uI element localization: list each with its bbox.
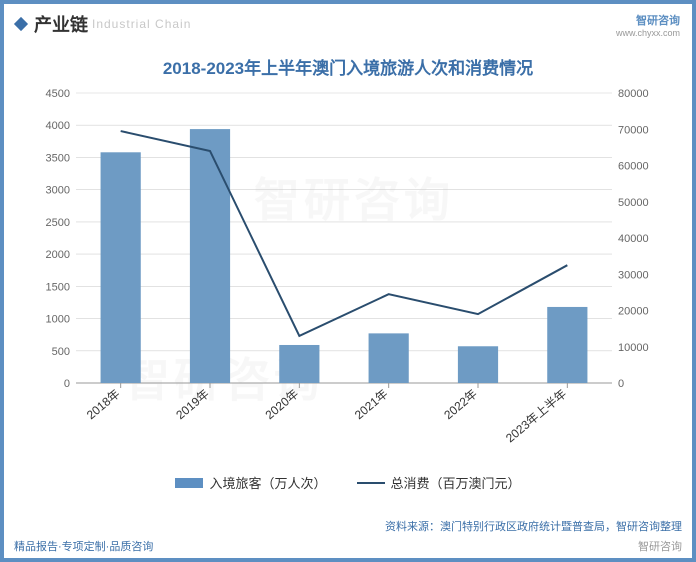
chart-canvas: 0 500 1000 1500 2000 2500 3000 3500 4000 4500 0 100… bbox=[28, 83, 668, 423]
svg-text:40000: 40000 bbox=[618, 233, 649, 245]
svg-text:2021年: 2021年 bbox=[352, 387, 391, 423]
svg-text:0: 0 bbox=[618, 378, 624, 390]
svg-text:2000: 2000 bbox=[46, 249, 70, 261]
chart-title: 2018-2023年上半年澳门入境旅游人次和消费情况 bbox=[4, 54, 692, 79]
svg-text:1000: 1000 bbox=[46, 314, 70, 326]
svg-text:30000: 30000 bbox=[618, 269, 649, 281]
brand-logo: 智研咨询 www.chyxx.com bbox=[616, 12, 680, 38]
svg-text:1500: 1500 bbox=[46, 281, 70, 293]
legend-line-item: 总消费（百万澳门元） bbox=[357, 473, 521, 492]
svg-text:0: 0 bbox=[64, 378, 70, 390]
legend-line-label: 总消费（百万澳门元） bbox=[391, 473, 521, 492]
svg-text:2018年: 2018年 bbox=[84, 387, 123, 423]
svg-text:500: 500 bbox=[52, 346, 70, 358]
section-subtitle: Industrial Chain bbox=[92, 17, 191, 31]
svg-text:2022年: 2022年 bbox=[441, 387, 480, 423]
svg-text:4000: 4000 bbox=[46, 120, 70, 132]
svg-text:60000: 60000 bbox=[618, 161, 649, 173]
svg-text:4500: 4500 bbox=[46, 88, 70, 100]
svg-text:50000: 50000 bbox=[618, 197, 649, 209]
footer-left: 精品报告·专项定制·品质咨询 bbox=[14, 538, 153, 554]
source-text: 资料来源：澳门特别行政区政府统计暨普查局，智研咨询整理 bbox=[385, 518, 682, 534]
svg-text:10000: 10000 bbox=[618, 342, 649, 354]
chart-legend: 入境旅客（万人次） 总消费（百万澳门元） bbox=[4, 473, 692, 492]
footer-right: 智研咨询 bbox=[638, 538, 682, 554]
legend-bar-label: 入境旅客（万人次） bbox=[209, 473, 326, 492]
logo-url: www.chyxx.com bbox=[616, 28, 680, 38]
svg-text:3500: 3500 bbox=[46, 152, 70, 164]
logo-text: 智研咨询 bbox=[616, 12, 680, 28]
svg-text:80000: 80000 bbox=[618, 88, 649, 100]
svg-text:2020年: 2020年 bbox=[263, 387, 302, 423]
legend-line-swatch bbox=[357, 482, 385, 484]
svg-text:3000: 3000 bbox=[46, 185, 70, 197]
legend-bar-item: 入境旅客（万人次） bbox=[175, 473, 326, 492]
svg-text:2500: 2500 bbox=[46, 217, 70, 229]
svg-text:70000: 70000 bbox=[618, 124, 649, 136]
section-title: 产业链 bbox=[34, 11, 88, 37]
legend-bar-swatch bbox=[175, 478, 203, 488]
svg-text:20000: 20000 bbox=[618, 306, 649, 318]
svg-text:2023年上半年: 2023年上半年 bbox=[503, 387, 569, 446]
svg-text:2019年: 2019年 bbox=[173, 387, 212, 423]
section-diamond-icon bbox=[14, 17, 28, 31]
